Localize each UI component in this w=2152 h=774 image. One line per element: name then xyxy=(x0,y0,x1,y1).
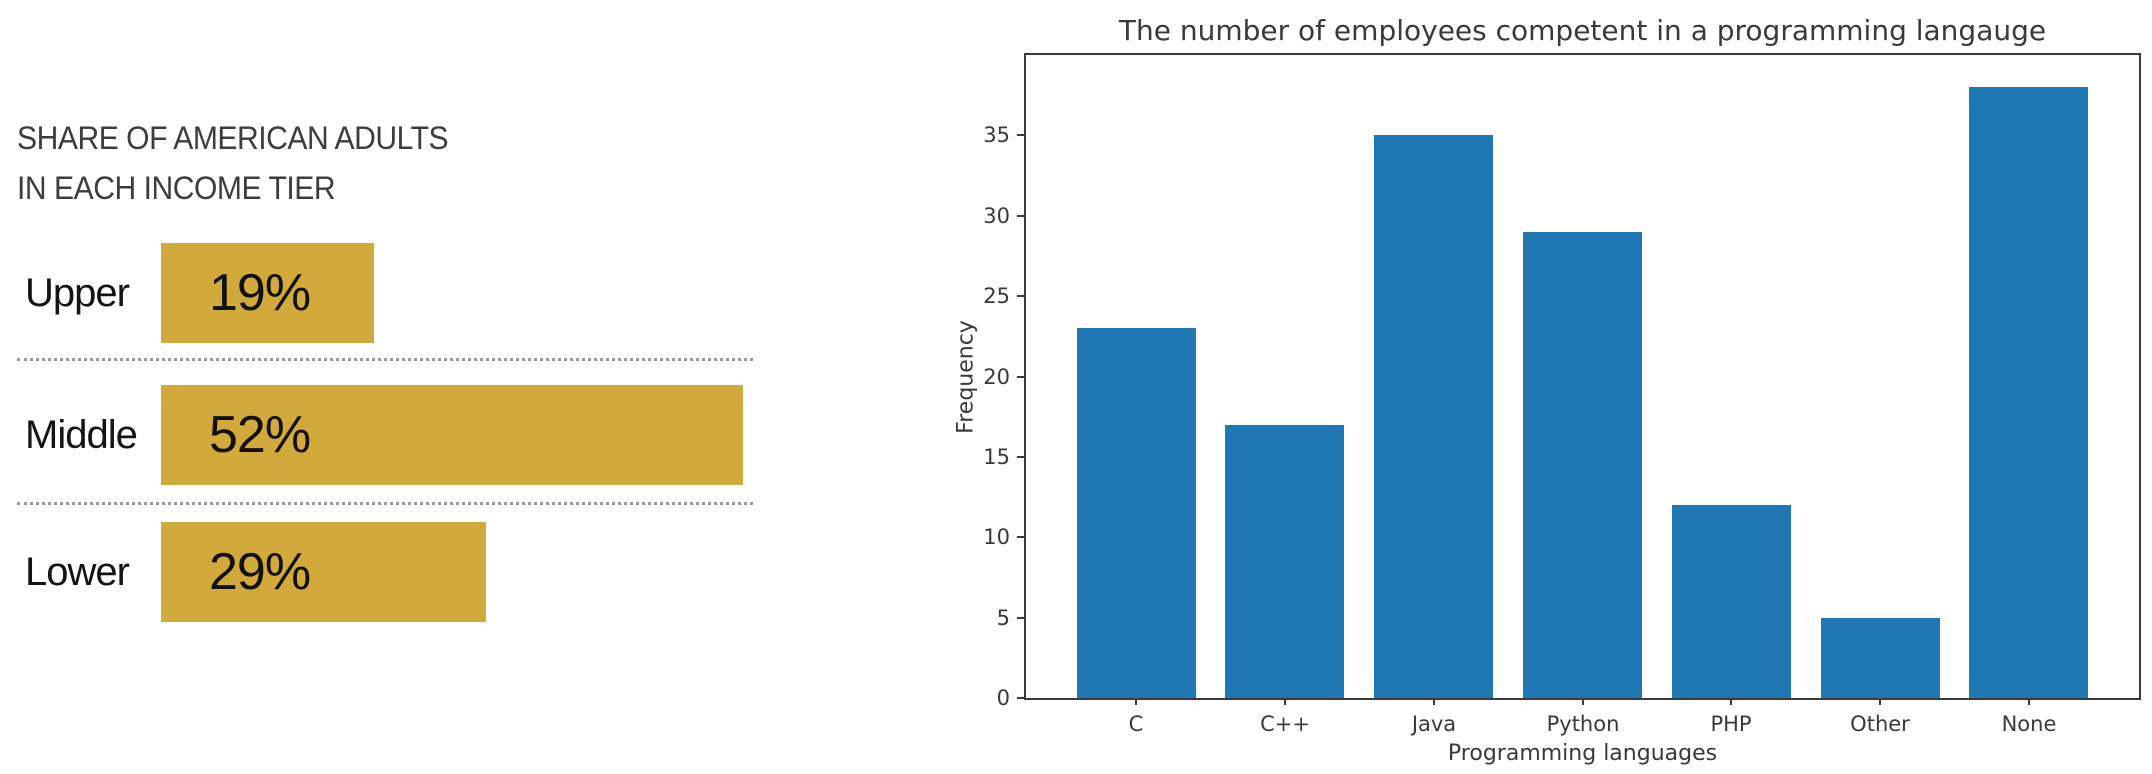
bar-python xyxy=(1523,231,1642,698)
income-chart-title-line2: IN EACH INCOME TIER xyxy=(17,170,336,206)
bar-upper: 19% xyxy=(161,243,374,343)
y-tick xyxy=(1017,295,1024,298)
income-chart-title-line1: SHARE OF AMERICAN ADULTS xyxy=(17,120,449,156)
x-tick-label: Java xyxy=(1411,712,1457,736)
y-tick xyxy=(1017,536,1024,539)
x-tick xyxy=(1879,698,1881,705)
bar-php xyxy=(1672,505,1791,698)
y-tick-label: 30 xyxy=(983,203,1010,228)
y-tick xyxy=(1017,214,1024,217)
x-tick-label: C xyxy=(1128,712,1144,736)
plot-area: 0 5 10 15 20 25 30 35 C C++ Java Python PHP Other None xyxy=(983,53,2141,736)
x-tick-label: None xyxy=(2001,712,2057,736)
dotted-separator xyxy=(17,502,753,505)
value-label: 19% xyxy=(209,264,311,322)
x-tick xyxy=(2028,698,2030,705)
bar-c++ xyxy=(1225,424,1344,698)
income-chart-title: SHARE OF AMERICAN ADULTS IN EACH INCOME … xyxy=(17,113,449,213)
bar-java xyxy=(1374,135,1493,698)
dotted-separator xyxy=(17,358,753,361)
y-tick-label: 0 xyxy=(996,686,1010,710)
y-axis-label: Frequency xyxy=(953,320,979,434)
y-tick xyxy=(1017,697,1024,699)
y-tick-label: 35 xyxy=(983,123,1010,148)
bar-other xyxy=(1821,617,1940,698)
x-tick xyxy=(1582,698,1584,705)
y-tick-label: 15 xyxy=(983,444,1010,469)
bar-c xyxy=(1077,328,1196,698)
x-axis-label: Programming languages xyxy=(1447,741,1718,766)
y-tick xyxy=(1017,455,1024,458)
y-tick xyxy=(1017,616,1024,619)
x-tick xyxy=(1135,698,1137,705)
y-tick xyxy=(1017,134,1024,137)
y-tick-label: 25 xyxy=(983,284,1010,309)
x-tick xyxy=(1433,698,1435,705)
category-label: Middle xyxy=(25,413,138,457)
y-tick-label: 20 xyxy=(983,364,1010,389)
bar-lower: 29% xyxy=(161,522,486,622)
y-tick-label: 5 xyxy=(996,605,1010,630)
bar-middle: 52% xyxy=(161,385,743,485)
bar-none xyxy=(1969,87,2088,698)
x-tick-label: PHP xyxy=(1710,712,1752,736)
chart-title: The number of employees competent in a p… xyxy=(1118,14,2047,47)
x-tick-label: Other xyxy=(1850,712,1910,736)
y-tick xyxy=(1017,375,1024,378)
value-label: 52% xyxy=(209,406,311,464)
x-tick xyxy=(1284,698,1286,705)
value-label: 29% xyxy=(209,543,311,601)
x-tick-label: C++ xyxy=(1260,712,1310,736)
category-label: Upper xyxy=(25,271,130,315)
x-tick xyxy=(1730,698,1732,705)
category-label: Lower xyxy=(25,550,130,594)
y-tick-label: 10 xyxy=(983,525,1010,550)
x-tick-label: Python xyxy=(1546,712,1620,736)
